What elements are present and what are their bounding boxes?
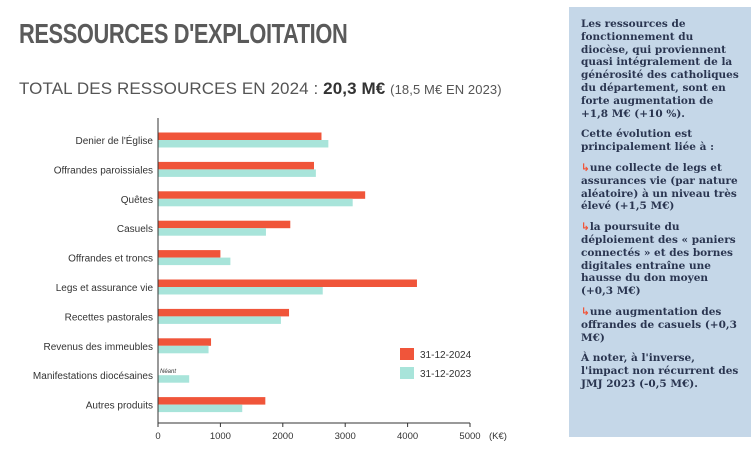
category-label: Quêtes	[121, 195, 153, 206]
bar-31-12-2023	[158, 257, 231, 266]
bar-31-12-2023	[158, 404, 243, 413]
bar-31-12-2023	[158, 198, 353, 207]
subtitle-total: 20,3 M€	[323, 79, 386, 98]
legend-swatch	[400, 367, 414, 379]
sidebar-bullet: ↳une augmentation des offrandes de casue…	[581, 306, 743, 344]
sidebar-bullet: ↳la poursuite du déploiement des « panie…	[581, 221, 743, 298]
bar-31-12-2024	[158, 279, 417, 287]
sidebar-lead: Cette évolution est principalement liée …	[581, 128, 714, 154]
bar-chart: Denier de l'Église Offrandes paroissiales…	[33, 118, 507, 442]
sidebar-intro: Les ressources de fonctionnement du dioc…	[581, 18, 739, 120]
arrow-icon: ↳	[581, 305, 590, 318]
x-tick-label: 3000	[335, 431, 356, 442]
category-label: Autres produits	[86, 401, 153, 412]
bar-31-12-2024	[158, 191, 366, 199]
bar-31-12-2023	[158, 228, 266, 236]
x-tick-label: 5000	[459, 431, 480, 442]
sidebar-bullet-text: une augmentation des offrandes de casuel…	[581, 305, 737, 344]
x-tick-label: 4000	[397, 431, 418, 442]
bar-31-12-2023	[158, 375, 190, 383]
bar-31-12-2024	[158, 397, 266, 405]
bar-31-12-2023	[158, 316, 281, 324]
page-title: RESSOURCES D'EXPLOITATION	[19, 18, 348, 49]
legend-swatch	[400, 348, 414, 360]
category-label: Recettes pastorales	[65, 312, 153, 323]
chart-subtitle: TOTAL DES RESSOURCES EN 2024 : 20,3 M€ (…	[19, 79, 502, 99]
category-label: Offrandes paroissiales	[54, 165, 153, 176]
x-tick-label: 1000	[210, 431, 231, 442]
sidebar-note: À noter, à l'inverse, l'impact non récur…	[581, 352, 739, 390]
category-label: Revenus des immeubles	[44, 342, 154, 353]
sidebar-bullet: ↳une collecte de legs et assurances vie …	[581, 162, 743, 213]
subtitle-previous-year: (18,5 M€ EN 2023)	[390, 82, 502, 97]
bar-31-12-2023	[158, 140, 329, 148]
bar-31-12-2024	[158, 308, 290, 317]
sidebar-bullet-text: la poursuite du déploiement des « panier…	[581, 221, 736, 298]
commentary-sidebar: Les ressources de fonctionnement du dioc…	[569, 7, 751, 437]
category-label: Manifestations diocésaines	[33, 371, 153, 382]
x-axis-unit: (K€)	[489, 431, 507, 442]
category-label: Offrandes et troncs	[68, 254, 153, 265]
category-label: Casuels	[117, 224, 153, 235]
bar-31-12-2024	[158, 250, 221, 258]
x-tick-label: 2000	[272, 431, 293, 442]
arrow-icon: ↳	[581, 221, 590, 234]
bar-31-12-2024	[158, 220, 291, 229]
category-label: Denier de l'Église	[75, 134, 153, 147]
bar-31-12-2023	[158, 345, 209, 354]
sidebar-bullet-text: une collecte de legs et assurances vie (…	[581, 161, 738, 213]
bar-31-12-2024	[158, 161, 314, 170]
legend-label: 31-12-2023	[420, 369, 472, 380]
bar-31-12-2023	[158, 287, 323, 295]
arrow-icon: ↳	[581, 161, 590, 174]
category-label: Legs et assurance vie	[56, 283, 154, 294]
x-tick-label: 0	[155, 431, 160, 442]
bar-31-12-2023	[158, 169, 316, 177]
subtitle-prefix: TOTAL DES RESSOURCES EN 2024 :	[19, 79, 319, 98]
bar-annotation: Néant	[160, 369, 176, 375]
legend-label: 31-12-2024	[420, 350, 472, 361]
bar-31-12-2024	[158, 132, 322, 140]
bar-31-12-2024	[158, 338, 212, 346]
